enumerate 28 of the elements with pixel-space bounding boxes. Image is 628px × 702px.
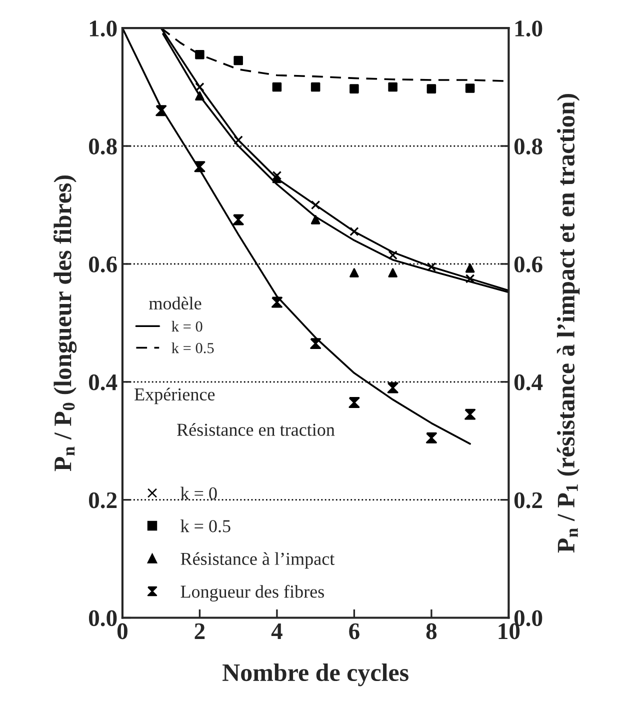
y-tick-label: 0.8	[88, 138, 117, 155]
y-axis-title: P$_{n}$ / P$_{0}$ (longueur des fibres)	[53, 176, 77, 472]
x-tick-label: 6	[349, 623, 360, 640]
x-tick-label: 0	[117, 623, 128, 640]
legend-label: k = 0.5	[180, 520, 230, 532]
y2-tick-label: 0.4	[514, 374, 543, 390]
y2-tick-label: 1.0	[515, 20, 542, 37]
legend-label: k = 0	[172, 320, 202, 332]
y-tick-label: 0.2	[88, 492, 117, 508]
legend-label: Longueur des fibres	[180, 584, 324, 602]
legend-label: Résistance à l’impact	[180, 552, 335, 569]
x-tick-label: 8	[426, 623, 437, 640]
x-tick-label: 2	[194, 623, 205, 640]
y-tick-label: 1.0	[90, 20, 117, 37]
y-tick-label: 0.6	[88, 256, 117, 272]
x-tick-label: 4	[271, 623, 282, 640]
annotation: Expérience	[134, 388, 215, 404]
legend-title: modèle	[149, 296, 202, 310]
legend-label: k = 0	[180, 486, 217, 500]
y2-tick-label: 0.8	[514, 138, 542, 155]
annotation: Résistance en traction	[177, 423, 335, 436]
y-tick-label: 0.0	[88, 610, 117, 626]
legend-label: k = 0.5	[172, 342, 214, 354]
y2-axis-title: P$_{n}$ / P$_{1}$ (résistance à l’impact et en traction)	[556, 94, 580, 553]
y-tick-label: 0.4	[88, 374, 118, 390]
x-axis-title: Nombre de cycles	[222, 663, 408, 686]
y2-tick-label: 0.2	[514, 492, 542, 508]
y2-tick-label: 0.6	[514, 256, 542, 272]
